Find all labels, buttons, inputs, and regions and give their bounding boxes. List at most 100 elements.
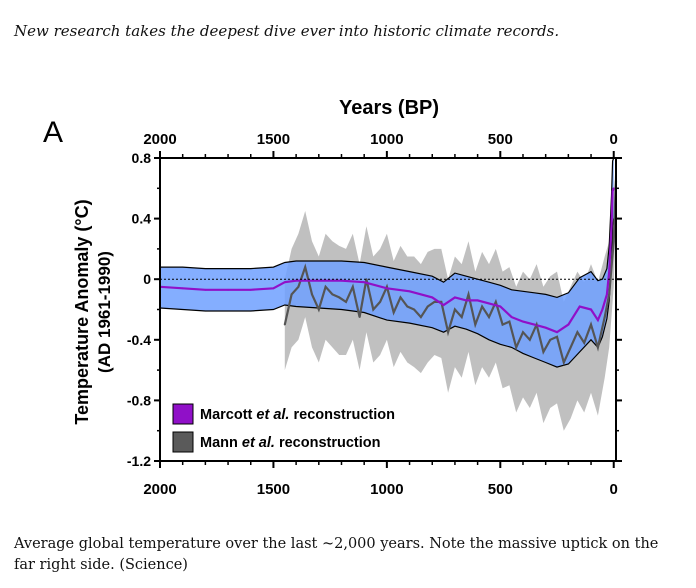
marcott-point [227, 288, 229, 291]
y-axis-label: Temperature Anomaly (°C) [72, 199, 92, 424]
x-tick-label-top: 1500 [257, 131, 290, 148]
mann-point [433, 301, 436, 303]
mann-point [358, 316, 361, 318]
marcott-point [544, 326, 547, 329]
marcott-point [442, 304, 445, 306]
mann-point [283, 323, 286, 326]
marcott-point [476, 299, 479, 302]
marcott-point [454, 296, 456, 299]
mann-point [549, 338, 552, 341]
marcott-point [408, 290, 411, 293]
mann-point [345, 301, 347, 303]
mann-point [535, 323, 538, 326]
marcott-point [317, 279, 320, 282]
legend-label: Marcott et al. reconstruction [200, 407, 395, 423]
x-tick-label-bottom: 1000 [370, 481, 403, 498]
mann-point [379, 301, 381, 303]
mann-point [508, 320, 511, 323]
top-axis-title: Years (BP) [339, 97, 439, 119]
mann-point [385, 285, 388, 288]
mann-point [528, 338, 531, 341]
mann-point [562, 361, 565, 364]
marcott-point [567, 323, 570, 326]
mann-point [515, 346, 518, 349]
marcott-point [181, 287, 184, 290]
legend-label: Mann et al. reconstruction [200, 435, 380, 451]
mann-point [351, 285, 354, 288]
x-tick-label-bottom: 500 [488, 481, 513, 498]
legend-swatch [172, 403, 194, 425]
marcott-point [596, 319, 599, 322]
marcott-point [249, 288, 252, 291]
marcott-point [556, 331, 558, 334]
chart: 2000 2000 1500 1500 1000 1000 500 500 0 0 0.8 0.4 0 -… [43, 97, 622, 498]
intro-text: New research takes the deepest dive ever… [14, 22, 560, 40]
marcott-point [606, 293, 608, 296]
mann-point [488, 316, 490, 318]
marcott-point [608, 270, 611, 273]
mann-point [522, 331, 524, 334]
y-tick-label: 0.8 [132, 150, 152, 166]
y-tick-label: 0.4 [132, 211, 152, 227]
mann-point [590, 323, 592, 326]
marcott-point [465, 299, 468, 302]
mann-point [501, 323, 504, 326]
y-tick-label: -1.2 [127, 453, 151, 469]
y-axis-sublabel: (AD 1961-1990) [95, 251, 114, 373]
marcott-point [578, 305, 581, 308]
x-tick-label-bottom: 1500 [257, 481, 290, 498]
y-tick-label: -0.4 [127, 332, 151, 348]
marcott-point [488, 302, 490, 305]
mann-point [612, 240, 615, 243]
marcott-point [385, 287, 388, 290]
mann-point [440, 301, 443, 303]
mann-point [454, 308, 456, 311]
x-tick-label-bottom: 2000 [143, 481, 176, 498]
mann-point [324, 285, 327, 288]
mann-point [331, 293, 334, 296]
marcott-point [522, 320, 524, 323]
marcott-point [601, 308, 604, 311]
legend-swatch [172, 431, 194, 453]
y-tick-label: -0.8 [127, 392, 151, 408]
marcott-point [431, 296, 434, 299]
mann-point [474, 323, 477, 326]
mann-point [460, 316, 463, 318]
marcott-point [611, 190, 614, 193]
marcott-point [610, 225, 613, 228]
mann-point [392, 311, 395, 314]
mann-point [399, 296, 402, 299]
mann-point [596, 346, 599, 349]
marcott-point [204, 288, 207, 291]
mann-point [556, 335, 558, 338]
mann-point [419, 316, 422, 318]
x-tick-label-top: 2000 [143, 131, 176, 148]
panel-label: A [43, 116, 63, 149]
legend: Marcott et al. reconstruction Mann et al.… [172, 403, 395, 453]
mann-point [297, 285, 300, 288]
mann-point [304, 266, 307, 268]
mann-point [583, 341, 586, 344]
marcott-point [533, 323, 536, 326]
y-tick-label: 0 [143, 271, 151, 287]
mann-point [290, 293, 293, 296]
mann-point [317, 308, 320, 311]
mann-point [542, 351, 545, 353]
marcott-point [612, 187, 615, 190]
mann-point [576, 331, 579, 334]
marcott-point [363, 281, 366, 284]
marcott-point [510, 316, 513, 318]
x-tick-label-top: 500 [488, 131, 513, 148]
marcott-point [340, 279, 343, 282]
caption-text: Average global temperature over the last… [14, 536, 659, 573]
mann-point [467, 293, 470, 296]
mann-point [311, 293, 313, 296]
mann-point [603, 316, 606, 318]
marcott-point [590, 308, 592, 311]
mann-point [608, 293, 611, 296]
marcott-point [272, 287, 275, 290]
x-tick-label-top: 0 [610, 131, 618, 148]
marcott-point [295, 279, 298, 282]
mann-point [481, 305, 484, 308]
axes: 2000 2000 1500 1500 1000 1000 500 500 0 0 0.8 0.4 0 -… [127, 131, 622, 498]
